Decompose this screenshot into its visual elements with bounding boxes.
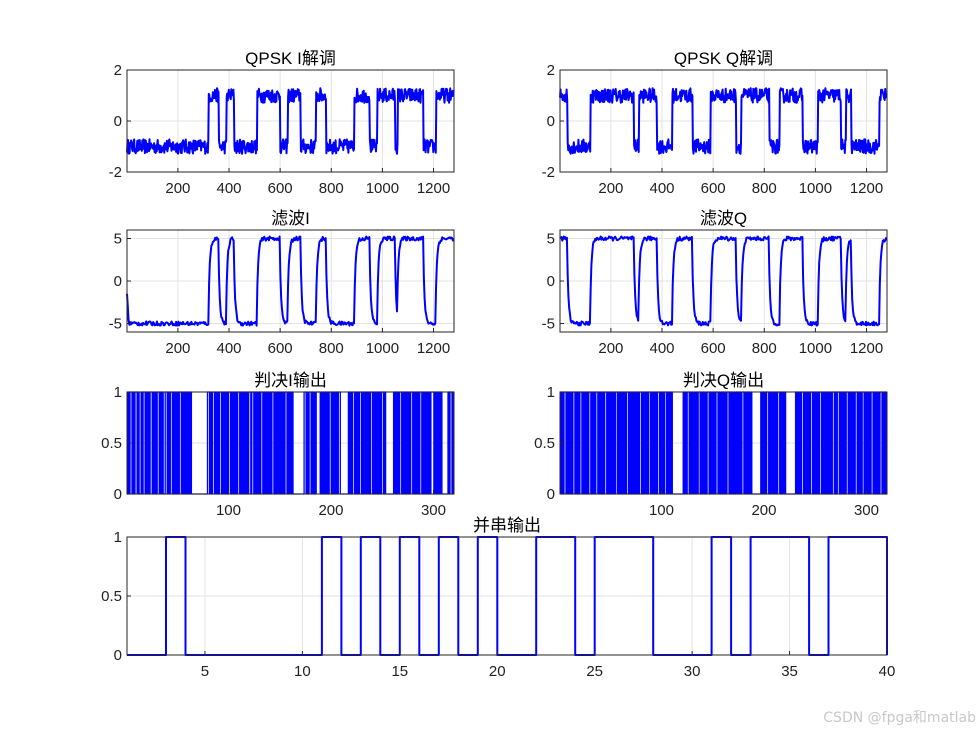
x-tick-label: 600 [268,340,293,357]
x-tick-label: 10 [294,663,311,680]
x-tick-label: 600 [268,180,293,197]
y-tick-label: 0.5 [101,588,122,605]
decision-i-title: 判决I输出 [254,371,327,390]
y-tick-label: -2 [109,164,122,181]
x-tick-label: 200 [318,502,343,519]
y-tick-label: 0 [547,113,555,130]
decision-q-axes: 100 200 300 0 0.5 1 判决Q输出 [534,371,888,519]
x-tick-label: 800 [752,180,777,197]
filter-q-axes: 200 400 600 800 1000 1200 -5 0 5 滤波Q [542,209,888,357]
x-tick-label: 100 [649,502,674,519]
y-tick-label: 2 [547,62,555,79]
decision-i-series-line [127,391,454,495]
x-tick-label: 35 [781,663,798,680]
y-tick-label: 0 [547,273,555,290]
y-tick-label: 0 [114,647,122,664]
qpsk-i-title: QPSK I解调 [245,49,336,68]
decision-q-title: 判决Q输出 [683,371,764,390]
x-tick-label: 25 [586,663,603,680]
x-tick-label: 200 [165,340,190,357]
x-tick-label: 20 [489,663,506,680]
y-tick-label: 0 [114,113,122,130]
x-tick-label: 30 [684,663,701,680]
x-tick-label: 1000 [799,340,832,357]
x-tick-label: 800 [319,340,344,357]
y-tick-label: 0 [547,486,555,503]
y-tick-label: 1 [547,384,555,401]
x-tick-label: 1000 [366,180,399,197]
filter-q-title: 滤波Q [700,209,747,228]
y-tick-label: 0 [114,273,122,290]
y-tick-label: 2 [114,62,122,79]
qpsk-q-series-line [559,87,888,155]
parallel-serial-axes: 5 10 15 20 25 30 35 40 0 0.5 1 并串输出 [101,516,895,680]
filter-i-axes: 200 400 600 800 1000 1200 -5 0 5 滤波I [109,209,455,357]
x-tick-label: 15 [391,663,408,680]
x-tick-label: 200 [598,180,623,197]
x-tick-label: 600 [701,180,726,197]
x-tick-label: 1000 [366,340,399,357]
qpsk-i-axes: 200 400 600 800 1000 1200 -2 0 2 QPSK I解调 [109,49,455,197]
y-tick-label: 0 [114,486,122,503]
y-tick-label: 5 [547,231,555,248]
decision-i-axes: 100 200 300 0 0.5 1 判决I输出 [101,371,455,519]
y-tick-label: 0.5 [101,435,122,452]
x-tick-label: 400 [649,180,674,197]
y-tick-label: -5 [109,316,122,333]
y-tick-label: -5 [542,316,555,333]
x-tick-label: 300 [421,502,446,519]
qpsk-i-series-line [126,87,455,155]
x-tick-label: 300 [854,502,879,519]
x-tick-label: 400 [216,180,241,197]
x-tick-label: 5 [201,663,209,680]
x-tick-label: 200 [598,340,623,357]
x-tick-label: 600 [701,340,726,357]
x-tick-label: 800 [319,180,344,197]
qpsk-q-axes: 200 400 600 800 1000 1200 -2 0 2 QPSK Q解调 [542,49,888,197]
x-tick-label: 200 [165,180,190,197]
x-tick-label: 200 [751,502,776,519]
parallel-serial-title: 并串输出 [473,516,541,535]
filter-i-title: 滤波I [271,209,310,228]
qpsk-q-title: QPSK Q解调 [674,49,773,68]
x-tick-label: 400 [216,340,241,357]
decision-q-series-line [560,391,887,495]
x-tick-label: 800 [752,340,777,357]
y-tick-label: 5 [114,231,122,248]
x-tick-label: 1200 [417,340,450,357]
filter-q-series-line [559,235,888,327]
x-tick-label: 1200 [850,340,883,357]
y-tick-label: -2 [542,164,555,181]
y-tick-label: 0.5 [534,435,555,452]
x-tick-label: 40 [879,663,896,680]
y-tick-label: 1 [114,529,122,546]
x-tick-label: 1200 [417,180,450,197]
y-tick-label: 1 [114,384,122,401]
x-tick-label: 400 [649,340,674,357]
watermark: CSDN @fpga和matlab [823,710,976,726]
x-tick-label: 1200 [850,180,883,197]
x-tick-label: 100 [216,502,241,519]
x-tick-label: 1000 [799,180,832,197]
filter-i-series-line [126,235,455,327]
